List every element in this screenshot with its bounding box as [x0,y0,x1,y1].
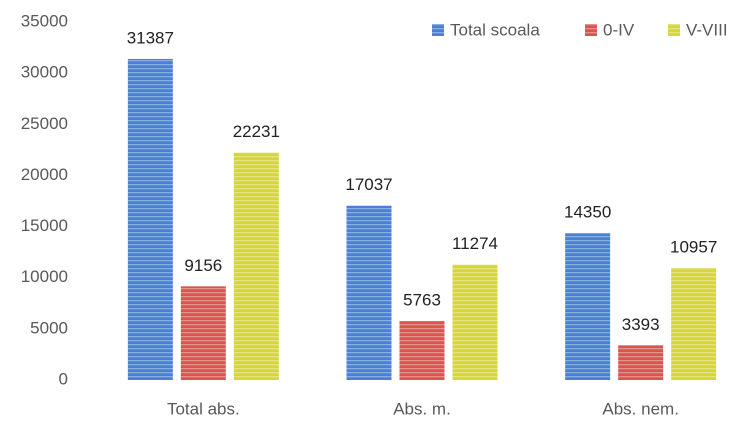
x-tick-label: Total abs. [167,399,240,418]
bar [671,267,717,380]
bar [127,58,173,380]
y-tick-label: 25000 [21,114,68,133]
bar [565,233,611,380]
bar [180,286,226,380]
bar [618,345,664,380]
y-tick-label: 30000 [21,63,68,82]
y-tick-label: 0 [59,369,68,388]
value-label: 17037 [345,175,392,194]
legend-label: 0-IV [603,20,635,39]
y-tick-label: 15000 [21,216,68,235]
x-tick-label: Abs. m. [393,399,451,418]
y-tick-label: 10000 [21,267,68,286]
legend-swatch [432,24,444,36]
legend-swatch [668,24,680,36]
bar [346,205,392,380]
bar [452,264,498,380]
value-label: 14350 [564,203,611,222]
value-label: 22231 [233,122,280,141]
legend-label: Total scoala [450,20,540,39]
x-tick-label: Abs. nem. [602,399,679,418]
value-label: 3393 [622,315,660,334]
value-label: 5763 [403,291,441,310]
bar [399,321,445,380]
value-label: 31387 [127,28,174,47]
value-label: 11274 [452,234,498,253]
value-label: 9156 [184,256,222,275]
y-tick-label: 35000 [21,11,68,30]
y-tick-label: 5000 [30,318,68,337]
bar [233,152,279,380]
legend-label: V-VIII [686,20,728,39]
legend-swatch [585,24,597,36]
value-label: 10957 [670,237,717,256]
y-tick-label: 20000 [21,165,68,184]
